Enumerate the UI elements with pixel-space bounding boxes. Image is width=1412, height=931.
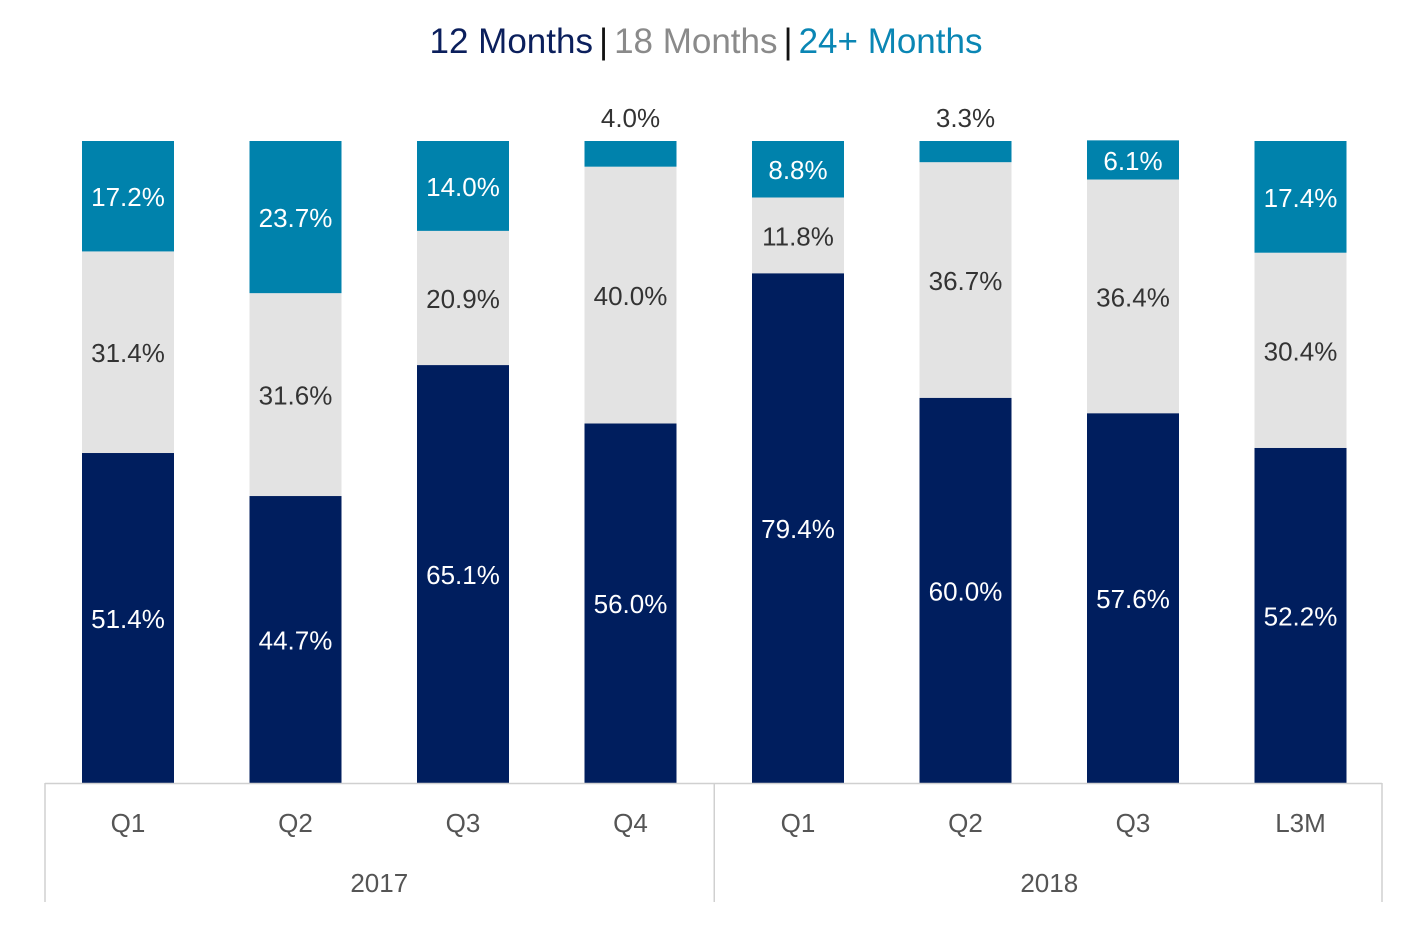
data-label: 36.7% <box>929 266 1003 296</box>
data-label: 17.4% <box>1264 183 1338 213</box>
x-group-label: 2018 <box>1020 868 1078 898</box>
bar-segment <box>1087 413 1179 783</box>
data-label: 56.0% <box>594 589 668 619</box>
bar-segment <box>82 251 174 454</box>
data-label: 14.0% <box>426 172 500 202</box>
data-label: 60.0% <box>929 576 1003 606</box>
x-tick-label: Q2 <box>278 808 313 838</box>
data-label: 31.4% <box>91 338 165 368</box>
legend-separator: | <box>598 22 609 61</box>
x-tick-label: Q3 <box>1116 808 1151 838</box>
bar-segment <box>584 141 677 167</box>
x-tick-label: Q3 <box>446 808 481 838</box>
bar-segment <box>1087 140 1179 180</box>
bar-segment <box>752 273 844 783</box>
data-label: 30.4% <box>1264 336 1338 366</box>
data-label: 44.7% <box>259 626 333 656</box>
legend-title: 12 Months | 18 Months | 24+ Months <box>0 22 1412 62</box>
data-label: 51.4% <box>91 604 165 634</box>
data-label: 11.8% <box>762 221 834 251</box>
bar-segment <box>919 162 1012 398</box>
data-label: 3.3% <box>936 103 995 133</box>
bar-segment <box>249 293 342 497</box>
data-label: 31.6% <box>259 381 333 411</box>
data-label: 57.6% <box>1096 584 1170 614</box>
data-label: 36.4% <box>1096 282 1170 312</box>
legend-item-12-months: 12 Months <box>429 22 593 61</box>
data-label: 79.4% <box>761 514 835 544</box>
data-label: 52.2% <box>1264 601 1338 631</box>
bar-segment <box>417 141 509 231</box>
bar-segment <box>752 141 844 198</box>
x-tick-label: Q4 <box>613 808 648 838</box>
legend-item-18-months: 18 Months <box>614 22 778 61</box>
bar-segment <box>82 453 174 783</box>
bar-segment <box>249 141 342 294</box>
bar-segment <box>584 166 677 424</box>
bar-segment <box>584 423 677 783</box>
bar-segment <box>1254 252 1347 448</box>
bar-segment <box>249 496 342 783</box>
legend-separator: | <box>783 22 793 61</box>
bar-segment <box>1254 447 1347 783</box>
bar-segment <box>919 397 1012 783</box>
x-group-label: 2017 <box>350 868 408 898</box>
data-label: 17.2% <box>91 182 165 212</box>
data-label: 4.0% <box>601 103 660 133</box>
bar-segment <box>1254 141 1347 253</box>
data-label: 8.8% <box>768 155 827 185</box>
bar-segment <box>417 365 509 783</box>
data-label: 6.1% <box>1103 146 1162 176</box>
x-tick-label: Q2 <box>948 808 983 838</box>
data-label: 20.9% <box>426 284 500 314</box>
x-tick-label: Q1 <box>111 808 146 838</box>
bar-segment <box>82 141 174 252</box>
data-label: 65.1% <box>426 560 500 590</box>
legend-item-24-months: 24+ Months <box>798 22 983 61</box>
data-label: 23.7% <box>259 203 333 233</box>
x-tick-label: Q1 <box>781 808 816 838</box>
bar-segment <box>919 141 1012 163</box>
x-tick-label: L3M <box>1275 808 1326 838</box>
bar-segment <box>1087 179 1179 414</box>
data-label: 40.0% <box>594 281 668 311</box>
bar-segment <box>417 230 509 366</box>
bar-segment <box>752 197 844 274</box>
